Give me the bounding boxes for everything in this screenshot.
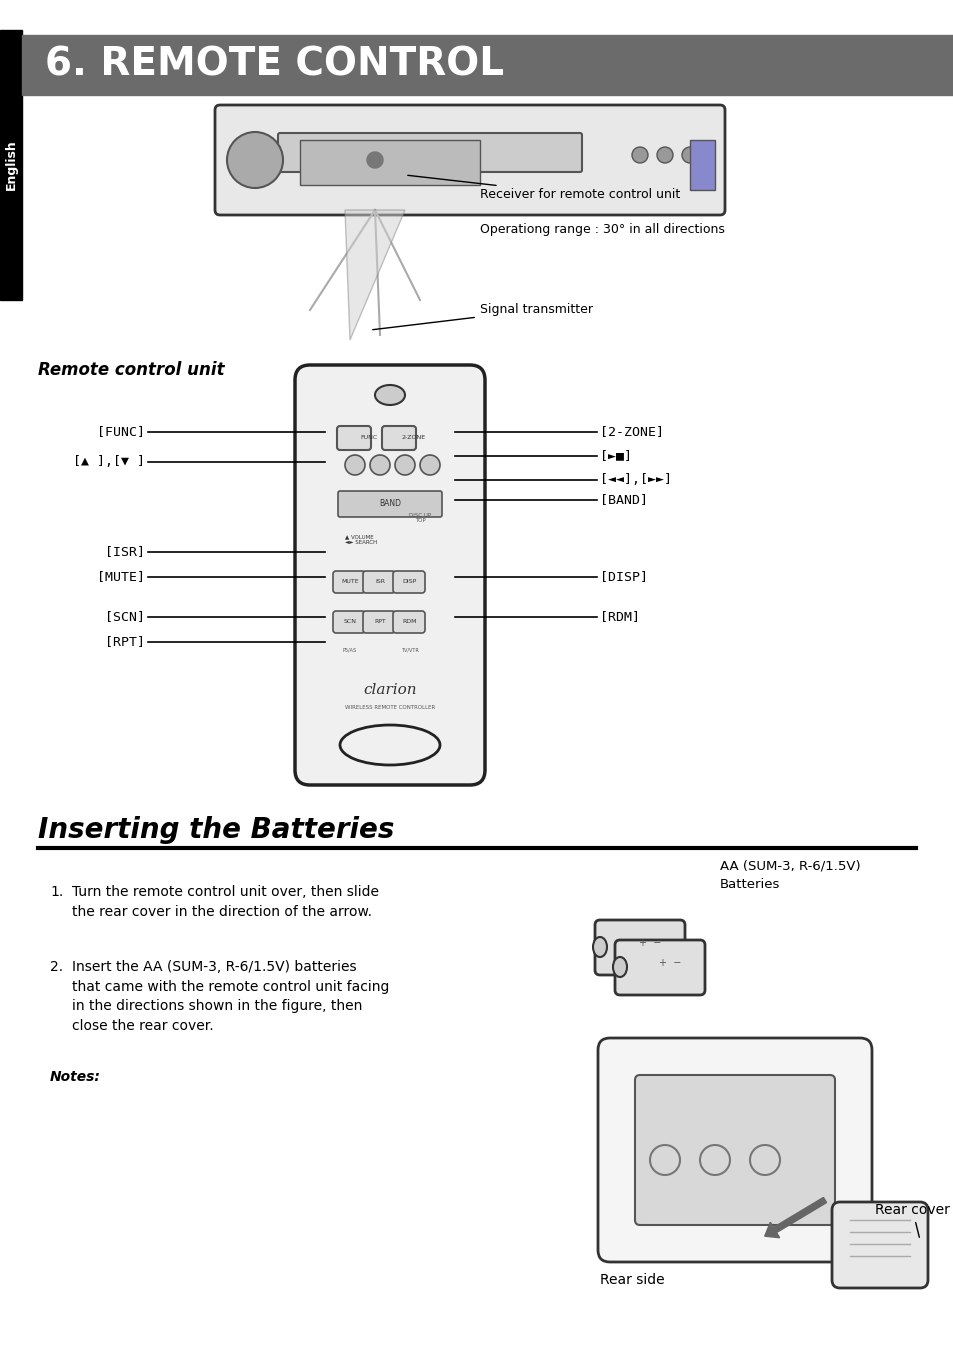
Text: Remote control unit: Remote control unit (38, 361, 224, 379)
FancyBboxPatch shape (615, 940, 704, 995)
FancyBboxPatch shape (214, 105, 724, 215)
Text: Rear side: Rear side (599, 1274, 664, 1287)
Text: Turn the remote control unit over, then slide
the rear cover in the direction of: Turn the remote control unit over, then … (71, 886, 378, 918)
Text: [FUNC]: [FUNC] (97, 426, 145, 438)
FancyBboxPatch shape (363, 611, 395, 633)
FancyBboxPatch shape (635, 1075, 834, 1225)
FancyBboxPatch shape (598, 1038, 871, 1261)
Bar (299, 141, 479, 185)
Text: [ISR]: [ISR] (105, 545, 145, 558)
FancyBboxPatch shape (277, 132, 581, 172)
Text: 6. REMOTE CONTROL: 6. REMOTE CONTROL (45, 46, 503, 84)
Text: DISP: DISP (402, 580, 416, 584)
Circle shape (419, 456, 439, 475)
FancyBboxPatch shape (336, 426, 371, 450)
Text: RDM: RDM (402, 619, 416, 625)
FancyBboxPatch shape (381, 426, 416, 450)
FancyBboxPatch shape (595, 919, 684, 975)
Text: [MUTE]: [MUTE] (97, 571, 145, 584)
FancyBboxPatch shape (363, 571, 395, 594)
Circle shape (370, 456, 390, 475)
Text: TV/VTR: TV/VTR (400, 648, 418, 653)
Text: AA (SUM-3, R-6/1.5V)
Batteries: AA (SUM-3, R-6/1.5V) Batteries (720, 860, 860, 891)
Circle shape (395, 456, 415, 475)
Text: [◄◄],[►►]: [◄◄],[►►] (599, 473, 671, 487)
Text: Receiver for remote control unit: Receiver for remote control unit (407, 176, 679, 201)
FancyBboxPatch shape (333, 611, 365, 633)
Text: [▲ ],[▼ ]: [▲ ],[▼ ] (73, 456, 145, 469)
Text: Signal transmitter: Signal transmitter (373, 303, 593, 330)
Text: 2.: 2. (50, 960, 63, 973)
Text: BAND: BAND (378, 499, 400, 508)
FancyBboxPatch shape (333, 571, 365, 594)
Text: [BAND]: [BAND] (599, 493, 647, 507)
Circle shape (345, 456, 365, 475)
Ellipse shape (375, 385, 405, 406)
Text: [RDM]: [RDM] (599, 611, 639, 623)
Text: SCN: SCN (343, 619, 356, 625)
Text: clarion: clarion (363, 683, 416, 698)
Circle shape (631, 147, 647, 164)
Polygon shape (345, 210, 405, 339)
Circle shape (657, 147, 672, 164)
Text: [DISP]: [DISP] (599, 571, 647, 584)
Text: 2-ZONE: 2-ZONE (401, 435, 426, 441)
Circle shape (681, 147, 698, 164)
Text: MUTE: MUTE (341, 580, 358, 584)
FancyBboxPatch shape (294, 365, 484, 786)
FancyBboxPatch shape (831, 1202, 927, 1288)
Text: +  −: + − (639, 938, 660, 948)
Text: FUNC: FUNC (360, 435, 377, 441)
Text: [SCN]: [SCN] (105, 611, 145, 623)
Text: +  −: + − (659, 959, 680, 968)
Ellipse shape (593, 937, 606, 957)
Text: Insert the AA (SUM-3, R-6/1.5V) batteries
that came with the remote control unit: Insert the AA (SUM-3, R-6/1.5V) batterie… (71, 960, 389, 1033)
FancyBboxPatch shape (393, 571, 424, 594)
Text: Notes:: Notes: (50, 1069, 101, 1084)
Bar (0, 30, 22, 300)
Text: Operationg range : 30° in all directions: Operationg range : 30° in all directions (479, 223, 724, 237)
FancyArrow shape (764, 1198, 825, 1237)
Text: English: English (5, 139, 17, 191)
Text: WIRELESS REMOTE CONTROLLER: WIRELESS REMOTE CONTROLLER (345, 706, 435, 711)
FancyBboxPatch shape (393, 611, 424, 633)
FancyArrow shape (639, 1055, 659, 1110)
Text: RPT: RPT (374, 619, 385, 625)
Ellipse shape (613, 957, 626, 977)
Text: [2-ZONE]: [2-ZONE] (599, 426, 663, 438)
Text: DISC UP
TOP: DISC UP TOP (409, 512, 431, 523)
Ellipse shape (339, 725, 439, 765)
Text: 1.: 1. (50, 886, 63, 899)
Text: P5/AS: P5/AS (342, 648, 356, 653)
FancyBboxPatch shape (337, 491, 441, 516)
Wedge shape (367, 151, 382, 168)
Text: ISR: ISR (375, 580, 385, 584)
Bar (22, 35, 953, 95)
Text: Rear cover: Rear cover (874, 1203, 949, 1237)
Text: [RPT]: [RPT] (105, 635, 145, 649)
Text: Inserting the Batteries: Inserting the Batteries (38, 817, 394, 844)
Bar (689, 141, 714, 191)
Circle shape (227, 132, 283, 188)
Text: ▲ VOLUME
◄► SEARCH: ▲ VOLUME ◄► SEARCH (345, 534, 376, 545)
Text: [►■]: [►■] (599, 449, 631, 462)
